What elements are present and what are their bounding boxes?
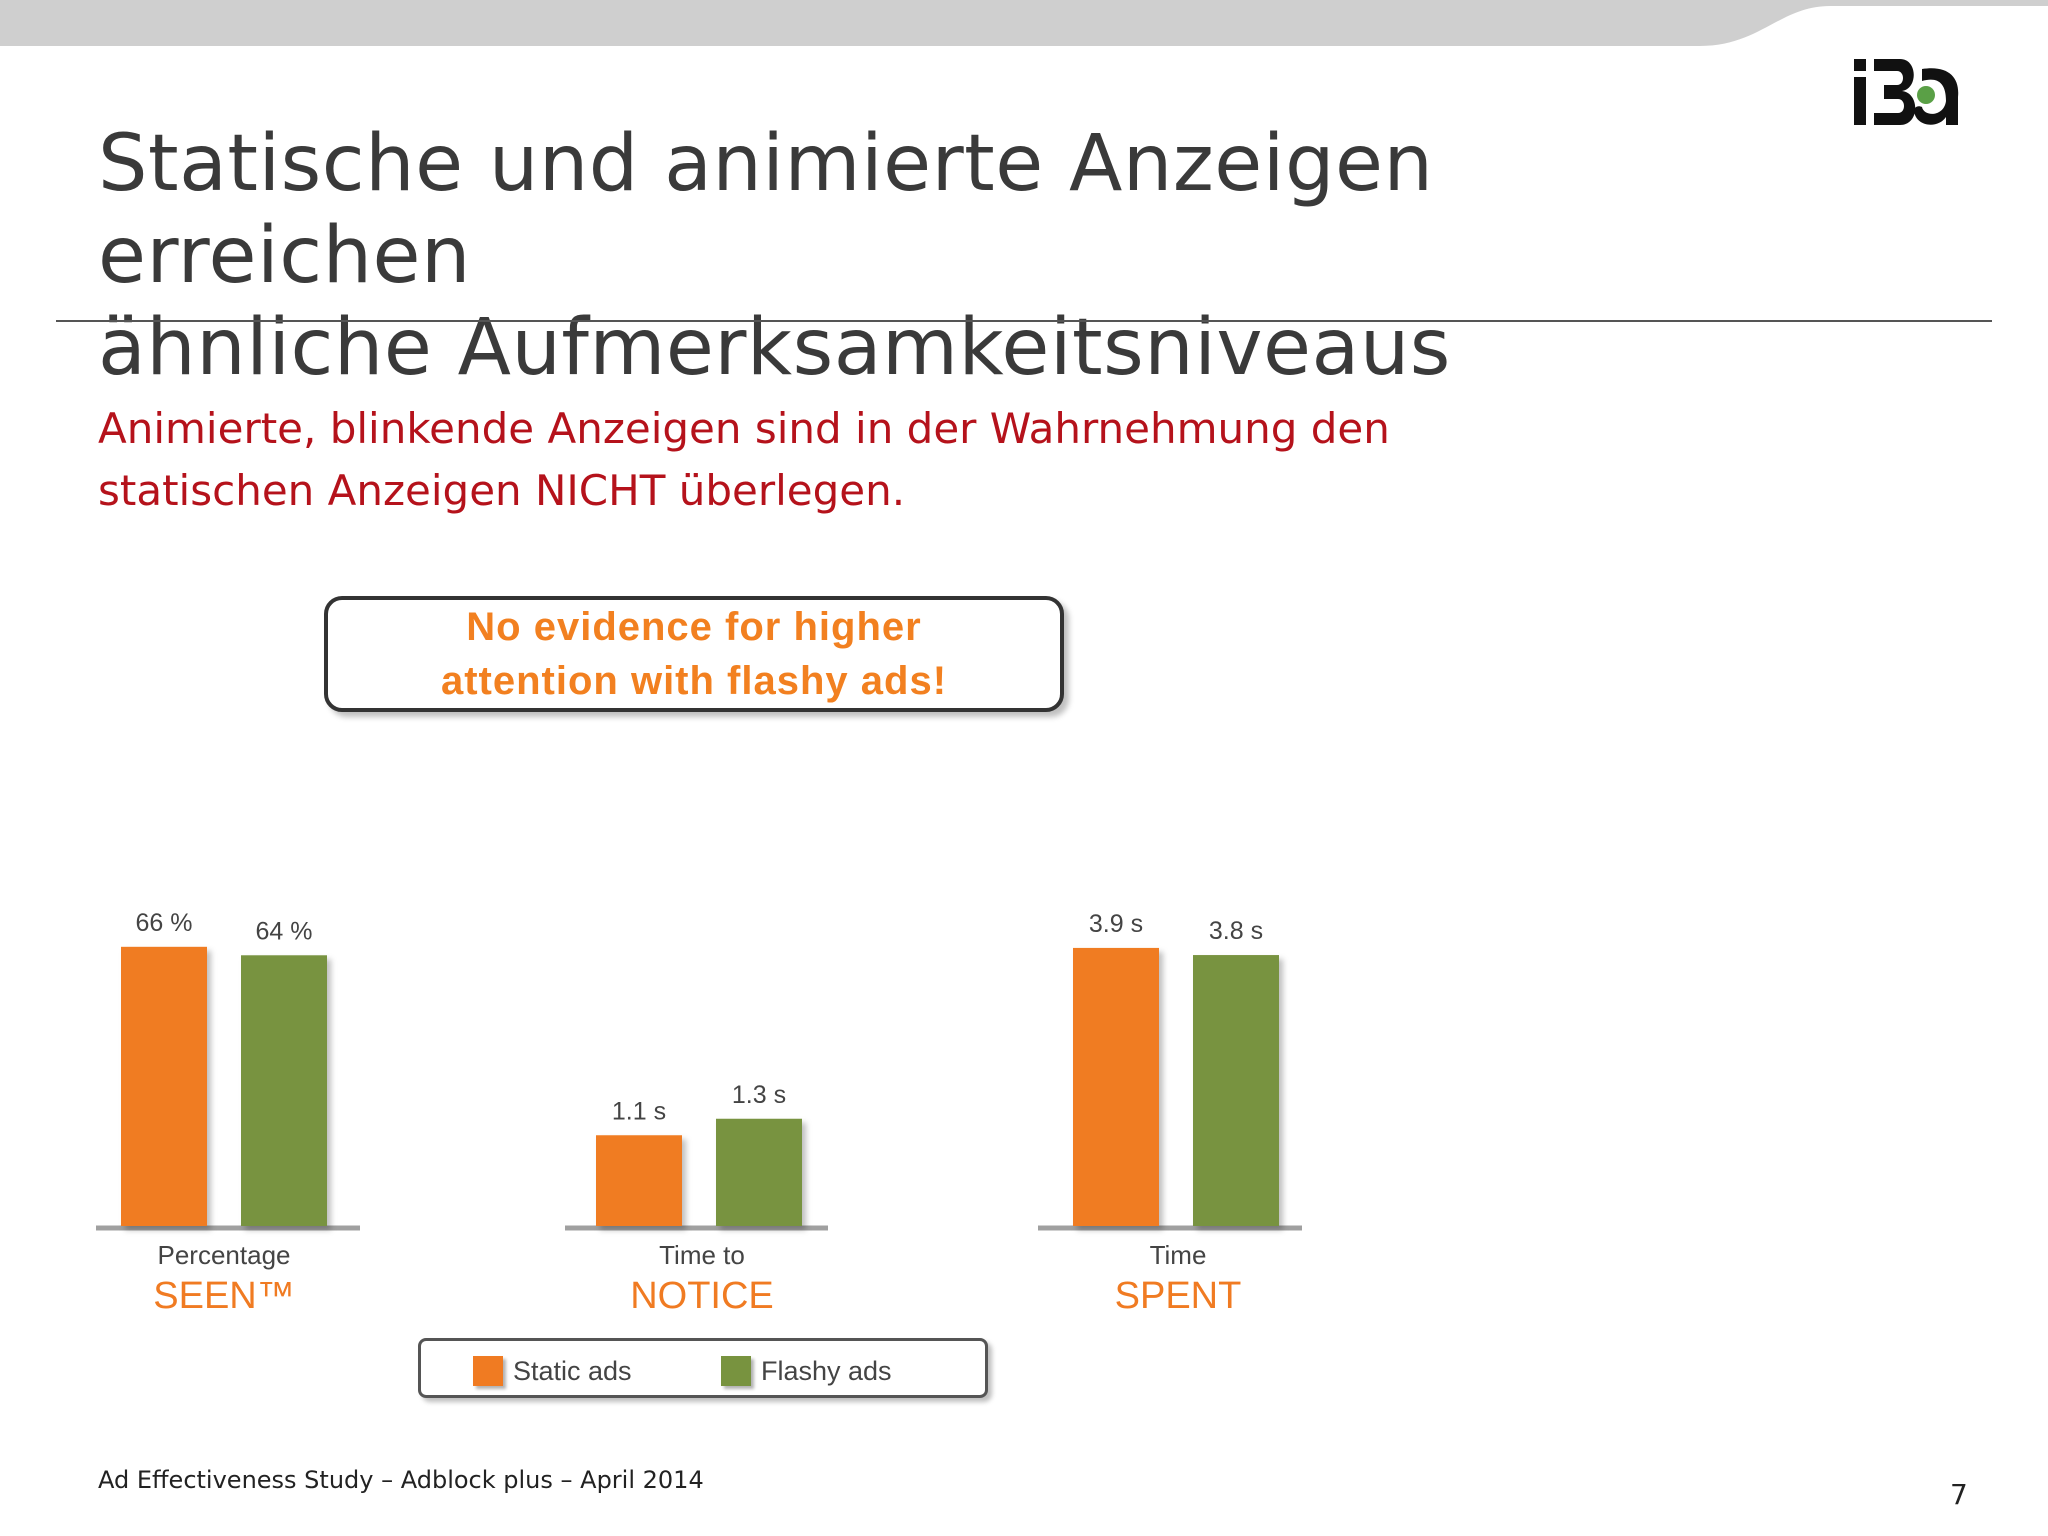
title-line-2: ähnliche Aufmerksamkeitsniveaus (98, 303, 1451, 393)
legend-swatch-flashy (721, 1356, 751, 1386)
callout-box: No evidence for higher attention with fl… (324, 596, 1064, 712)
legend-label-flashy: Flashy ads (761, 1355, 892, 1386)
chart-1-xlabel-line-2: SEEN™ (153, 1275, 294, 1317)
iba-logo-icon (1854, 59, 1959, 125)
callout-line-1: No evidence for higher (466, 605, 922, 649)
chart-2-xlabel-line-1: Time to (659, 1240, 745, 1270)
chart-3-value-label-flashy: 3.8 s (1209, 917, 1263, 945)
page-title: Statische und animierte Anzeigen erreich… (98, 118, 1798, 394)
chart-2-bar-static (596, 1135, 682, 1226)
legend-item-flashy: Flashy ads (721, 1355, 892, 1387)
chart-3-value-label-static: 3.9 s (1089, 910, 1143, 938)
footer-source: Ad Effectiveness Study – Adblock plus – … (98, 1466, 704, 1494)
page-number: 7 (1950, 1478, 1968, 1511)
logo-i-dot (1854, 59, 1866, 71)
chart-3-bar-flashy (1193, 955, 1279, 1226)
chart-2-xlabel-line-2: NOTICE (630, 1275, 774, 1317)
chart-3-xlabel-line-1: Time (1150, 1240, 1207, 1270)
chart-1-bar-static (121, 946, 207, 1226)
title-line-1: Statische und animierte Anzeigen erreich… (98, 119, 1434, 301)
chart-1-value-label-flashy: 64 % (256, 917, 313, 945)
legend-item-static: Static ads (473, 1355, 632, 1387)
legend-label-static: Static ads (513, 1355, 632, 1386)
subtitle: Animierte, blinkende Anzeigen sind in de… (98, 398, 1598, 522)
chart-1-xlabel-line-1: Percentage (158, 1240, 291, 1270)
top-band (0, 0, 2048, 46)
callout-text: No evidence for higher attention with fl… (441, 600, 947, 708)
logo-b-shape (1874, 59, 1916, 125)
chart-2-value-label-flashy: 1.3 s (732, 1081, 786, 1109)
chart-1-bar-flashy (241, 955, 327, 1226)
top-band-shape (0, 0, 2048, 46)
subtitle-line-1: Animierte, blinkende Anzeigen sind in de… (98, 404, 1390, 453)
chart-legend: Static ads Flashy ads (418, 1338, 988, 1398)
chart-2-value-label-static: 1.1 s (612, 1097, 666, 1125)
logo-i-stem (1854, 77, 1866, 125)
chart-3-xlabel-line-2: SPENT (1115, 1275, 1242, 1317)
callout-line-2: attention with flashy ads! (440, 659, 948, 703)
legend-swatch-static (473, 1356, 503, 1386)
chart-2-bar-flashy (716, 1118, 802, 1226)
logo-a-shape (1914, 68, 1959, 125)
chart-3-bar-static (1073, 947, 1159, 1226)
logo-green-dot (1917, 86, 1935, 104)
chart-1-value-label-static: 66 % (136, 909, 193, 937)
subtitle-line-2: statischen Anzeigen NICHT überlegen. (98, 466, 906, 515)
title-divider (56, 320, 1992, 322)
